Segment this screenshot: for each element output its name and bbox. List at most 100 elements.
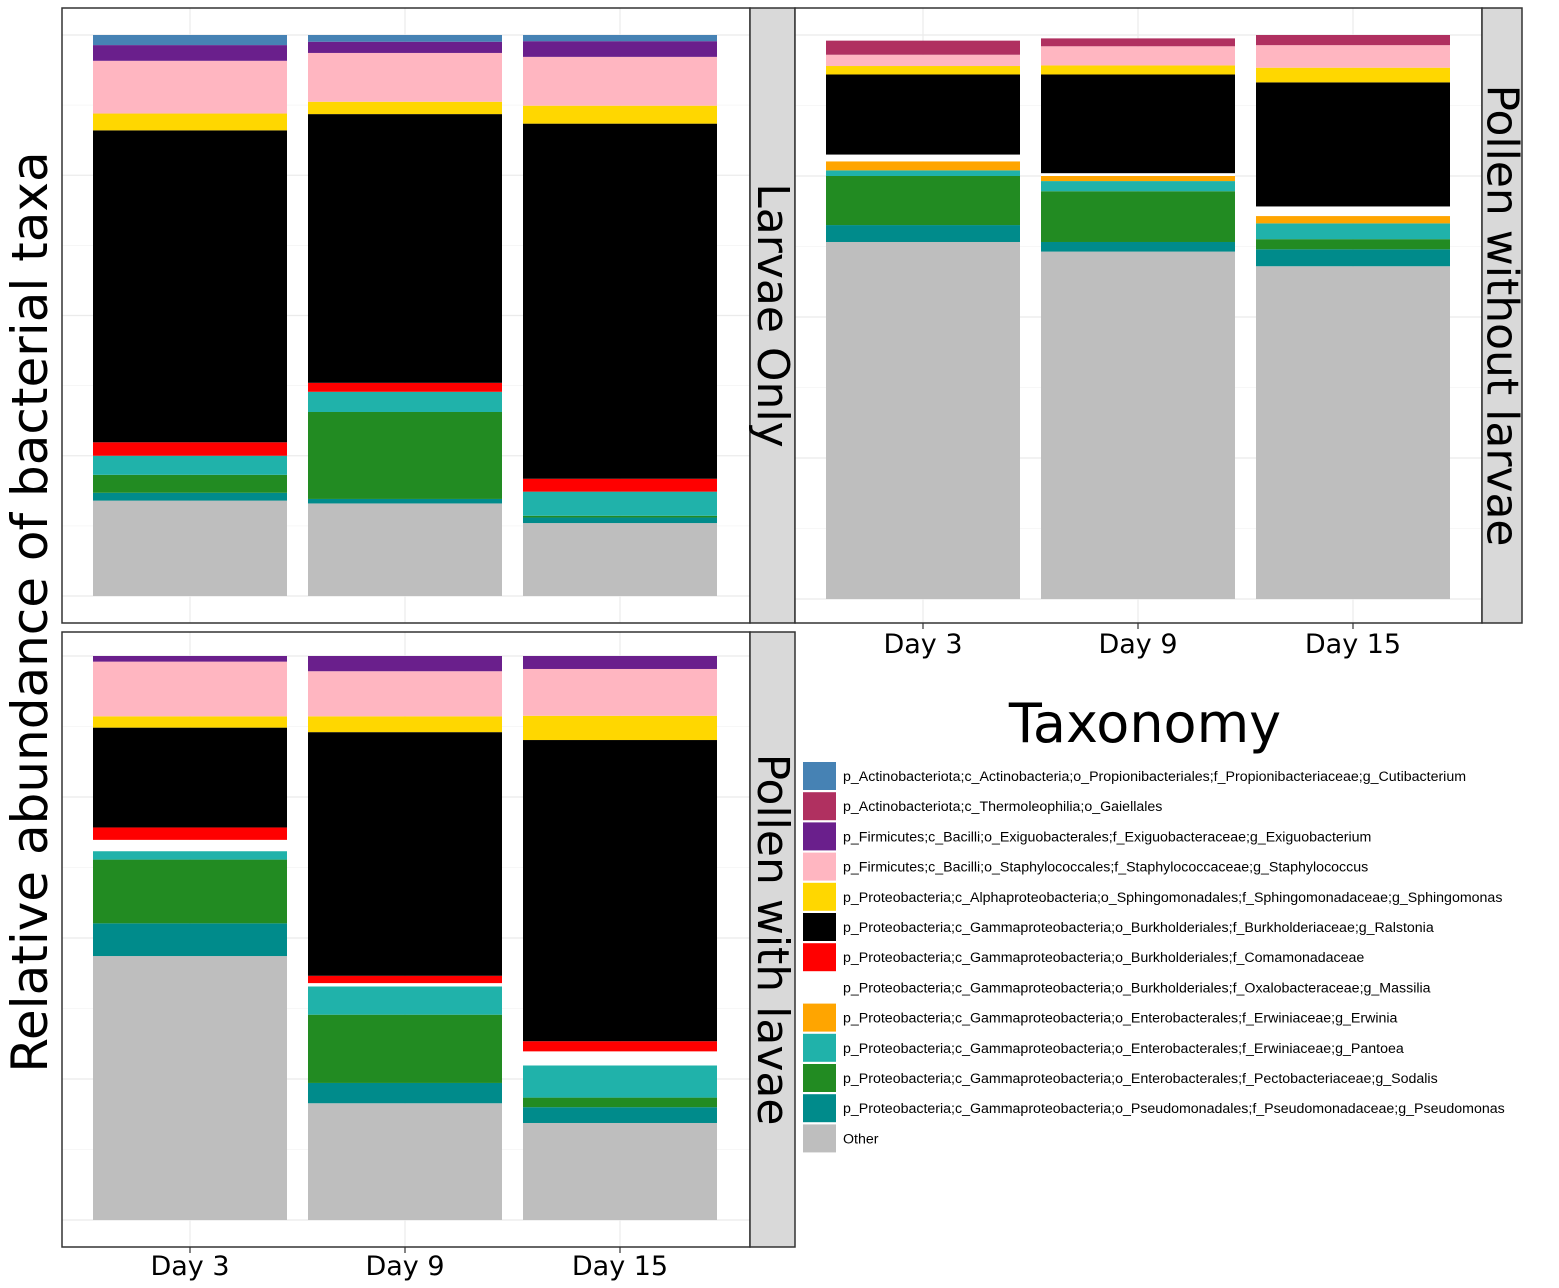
bar-segment-pant: [93, 851, 287, 860]
legend-label: p_Proteobacteria;c_Gammaproteobacteria;o…: [843, 1071, 1438, 1087]
bar-segment-soda: [1256, 239, 1450, 250]
bar-day-15: [523, 35, 717, 596]
legend-item-coma: p_Proteobacteria;c_Gammaproteobacteria;o…: [803, 943, 1364, 972]
bar-segment-sphi: [93, 113, 287, 131]
bar-segment-exig: [308, 41, 502, 53]
bar-segment-pseu: [308, 1082, 502, 1104]
bar-segment-pant: [1041, 181, 1235, 192]
bar-day-3: [93, 35, 287, 596]
legend-item-mass: p_Proteobacteria;c_Gammaproteobacteria;o…: [803, 973, 1431, 1002]
bar-segment-exig: [93, 656, 287, 662]
legend-swatch: [803, 1033, 836, 1062]
x-tick-label: Day 9: [365, 1251, 444, 1282]
bar-segment-rals: [1041, 74, 1235, 174]
bar-segment-sphi: [1256, 67, 1450, 83]
legend-swatch: [803, 762, 836, 790]
legend-label: p_Actinobacteriota;c_Thermoleophilia;o_G…: [843, 799, 1162, 815]
bar-segment-rals: [93, 727, 287, 828]
legend-label: p_Firmicutes;c_Bacilli;o_Staphylococcale…: [843, 860, 1368, 876]
bar-segment-exig: [523, 656, 717, 669]
bar-segment-coma: [308, 382, 502, 392]
legend-item-erwi: p_Proteobacteria;c_Gammaproteobacteria;o…: [803, 1003, 1398, 1032]
bar-segment-pseu: [1256, 249, 1450, 267]
bar-segment-stap: [523, 56, 717, 106]
bar-segment-mass: [1256, 206, 1450, 217]
legend-label: p_Proteobacteria;c_Gammaproteobacteria;o…: [843, 1041, 1404, 1057]
bar-segment-coma: [523, 478, 717, 492]
x-tick-label: Day 3: [150, 1251, 229, 1282]
bar-segment-sphi: [523, 715, 717, 741]
bar-segment-mass: [93, 839, 287, 852]
bar-segment-soda: [523, 1097, 717, 1108]
legend-swatch: [803, 882, 836, 911]
bar-day-9: [308, 35, 502, 596]
legend-item-rals: p_Proteobacteria;c_Gammaproteobacteria;o…: [803, 913, 1434, 941]
x-tick-label: Day 15: [1305, 629, 1401, 660]
facet-strip-label: Pollen without larvae: [1477, 84, 1528, 546]
bar-day-9: [1041, 38, 1235, 600]
bar-day-3: [93, 656, 287, 1220]
legend-item-gaie: p_Actinobacteriota;c_Thermoleophilia;o_G…: [803, 792, 1162, 821]
facet-strip-label: Pollen with lavae: [747, 754, 798, 1126]
legend-swatch: [803, 792, 836, 821]
bar-segment-exig: [308, 656, 502, 672]
bar-segment-rals: [523, 740, 717, 1042]
bar-segment-soda: [308, 1014, 502, 1083]
bar-day-9: [308, 656, 502, 1220]
bar-segment-stap: [93, 60, 287, 114]
bar-segment-mass: [826, 154, 1020, 162]
bar-segment-other: [93, 500, 287, 596]
legend-swatch: [803, 973, 836, 1002]
bar-segment-other: [1256, 266, 1450, 599]
legend-item-stap: p_Firmicutes;c_Bacilli;o_Staphylococcale…: [803, 852, 1368, 881]
bar-segment-other: [523, 1122, 717, 1220]
bar-segment-soda: [93, 859, 287, 924]
x-tick-label: Day 3: [883, 629, 962, 660]
legend-swatch: [803, 943, 836, 972]
legend-label: p_Proteobacteria;c_Gammaproteobacteria;o…: [843, 950, 1364, 966]
legend-item-other: Other: [803, 1124, 879, 1153]
y-axis-label: Relative abundance of bacterial taxa: [1, 151, 59, 1072]
legend-label: p_Proteobacteria;c_Gammaproteobacteria;o…: [843, 1101, 1505, 1117]
bar-segment-pseu: [93, 923, 287, 957]
bar-segment-rals: [826, 74, 1020, 155]
legend-swatch: [803, 913, 836, 941]
legend-swatch: [803, 1003, 836, 1032]
bar-segment-pant: [308, 986, 502, 1015]
bar-segment-rals: [523, 123, 717, 479]
bar-segment-stap: [93, 661, 287, 717]
bar-segment-other: [308, 503, 502, 596]
legend-label: p_Proteobacteria;c_Gammaproteobacteria;o…: [843, 1011, 1398, 1027]
legend-label: p_Proteobacteria;c_Alphaproteobacteria;o…: [843, 890, 1502, 906]
bar-segment-other: [1041, 251, 1235, 600]
bar-segment-sphi: [93, 716, 287, 728]
bar-segment-mass: [1041, 173, 1235, 176]
bar-segment-pant: [93, 455, 287, 475]
bar-segment-soda: [1041, 191, 1235, 242]
bar-segment-other: [308, 1103, 502, 1220]
legend-item-sphi: p_Proteobacteria;c_Alphaproteobacteria;o…: [803, 882, 1502, 911]
bar-segment-pant: [1256, 223, 1450, 240]
bar-segment-pseu: [93, 492, 287, 501]
legend-label: p_Proteobacteria;c_Gammaproteobacteria;o…: [843, 980, 1431, 996]
bar-segment-gaie: [1256, 35, 1450, 46]
bar-segment-gaie: [826, 40, 1020, 55]
bar-segment-coma: [93, 827, 287, 840]
legend-swatch: [803, 1064, 836, 1092]
bar-segment-pseu: [308, 498, 502, 504]
x-tick-label: Day 15: [572, 1251, 668, 1282]
bar-segment-stap: [308, 52, 502, 102]
bar-segment-sphi: [826, 66, 1020, 75]
bar-segment-pant: [308, 391, 502, 412]
bar-segment-pseu: [826, 225, 1020, 242]
bar-segment-pseu: [523, 1107, 717, 1123]
panel-larvae-only: Larvae Only: [61, 7, 798, 624]
bar-segment-coma: [308, 975, 502, 984]
bar-segment-cuti: [93, 35, 287, 46]
facet-strip: [749, 631, 796, 1248]
panel-pollen-without-larvae: Pollen without larvae Day 3 Day 9 Day 15: [794, 7, 1528, 660]
bar-segment-sphi: [308, 716, 502, 733]
facet-strip-label: Larvae Only: [747, 183, 798, 447]
facet-strip: [749, 7, 796, 624]
